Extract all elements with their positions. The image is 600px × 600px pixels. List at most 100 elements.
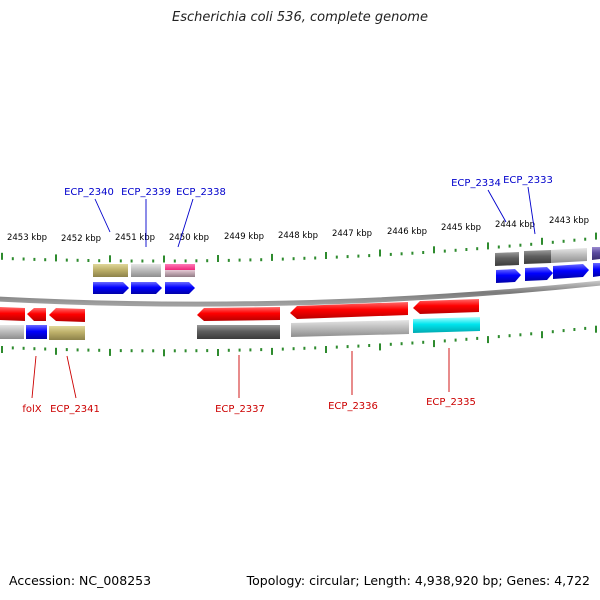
scale-tick (249, 258, 252, 262)
gene-arrow-forward (593, 263, 600, 277)
scale-tick (346, 345, 349, 349)
scale-tick (152, 259, 155, 263)
scale-tick (195, 349, 198, 353)
gene-feature-box (49, 326, 85, 340)
leader-line (66, 355, 77, 399)
scale-label: 2449 kbp (224, 232, 264, 242)
scale-tick (303, 346, 306, 350)
gene-arrow-forward (525, 267, 553, 281)
scale-tick (335, 255, 338, 259)
scale-tick (22, 346, 25, 350)
scale-tick (303, 256, 306, 260)
genome-summary-text: Topology: circular; Length: 4,938,920 bp… (246, 573, 590, 588)
scale-tick (454, 338, 457, 342)
gene-arrow-forward (496, 269, 521, 283)
gene-label-top[interactable]: ECP_2340 (64, 187, 114, 198)
leader-line (487, 189, 507, 223)
scale-tick (389, 252, 392, 256)
gene-arrow-reverse (197, 307, 280, 321)
scale-tick (584, 326, 587, 330)
scale-label: 2452 kbp (61, 234, 101, 244)
scale-tick (271, 347, 273, 355)
gene-label-bottom[interactable]: ECP_2337 (215, 404, 265, 415)
gene-label-top[interactable]: ECP_2333 (503, 175, 553, 186)
scale-tick (508, 244, 511, 248)
scale-tick (433, 340, 435, 348)
scale-tick (508, 334, 511, 338)
gene-label-bottom[interactable]: folX (22, 404, 41, 415)
gene-feature-box (165, 270, 195, 277)
accession-text: Accession: NC_008253 (9, 573, 152, 588)
scale-tick (454, 248, 457, 252)
gene-arrow-reverse (49, 308, 85, 322)
scale-tick (519, 333, 522, 337)
scale-tick (465, 248, 468, 251)
scale-tick (227, 258, 230, 262)
scale-tick (314, 346, 317, 350)
scale-tick (422, 340, 425, 344)
scale-tick (551, 330, 554, 334)
scale-tick (595, 232, 597, 240)
scale-tick (173, 349, 176, 353)
gene-label-top[interactable]: ECP_2338 (176, 187, 226, 198)
gene-arrow-reverse (290, 302, 408, 319)
gene-label-top[interactable]: ECP_2339 (121, 187, 171, 198)
gene-label-bottom[interactable]: ECP_2336 (328, 401, 378, 412)
scale-tick (271, 253, 273, 261)
scale-tick (476, 247, 479, 251)
scale-tick (497, 245, 500, 249)
scale-label: 2450 kbp (169, 233, 209, 243)
scale-tick (368, 344, 371, 347)
scale-tick (249, 348, 252, 352)
scale-tick (141, 349, 144, 353)
scale-tick (55, 347, 57, 355)
scale-tick (98, 259, 101, 263)
gene-arrow-reverse (0, 307, 25, 321)
gene-label-bottom[interactable]: ECP_2341 (50, 404, 100, 415)
scale-tick (541, 331, 543, 339)
scale-tick (595, 325, 597, 333)
gene-arrow-forward (131, 282, 162, 294)
leader-line (527, 186, 536, 235)
gene-arrow-forward (93, 282, 129, 294)
scale-tick (562, 239, 565, 243)
scale-tick (87, 259, 90, 262)
scale-tick (346, 255, 349, 259)
scale-label: 2451 kbp (115, 233, 155, 243)
scale-tick (119, 259, 122, 263)
scale-tick (292, 347, 295, 351)
scale-tick (551, 240, 554, 244)
scale-tick (33, 347, 36, 351)
scale-tick (325, 346, 327, 353)
scale-tick (217, 349, 219, 356)
scale-tick (379, 343, 381, 351)
scale-tick (422, 251, 425, 254)
scale-tick (130, 259, 133, 263)
map-title: Escherichia coli 536, complete genome (172, 10, 428, 25)
leader-line (31, 355, 37, 399)
scale-label: 2453 kbp (7, 233, 47, 243)
gene-label-bottom[interactable]: ECP_2335 (426, 397, 476, 408)
scale-tick (400, 342, 403, 346)
scale-tick (184, 349, 187, 353)
scale-tick (55, 254, 57, 262)
gene-feature-box (551, 248, 587, 263)
scale-tick (11, 257, 14, 261)
scale-tick (206, 259, 209, 263)
scale-tick (411, 341, 414, 345)
scale-tick (76, 258, 79, 262)
gene-label-top[interactable]: ECP_2334 (451, 178, 501, 189)
scale-tick (119, 349, 122, 353)
scale-tick (443, 339, 446, 343)
scale-tick (76, 348, 79, 352)
scale-tick (163, 349, 165, 357)
gene-feature-box (592, 247, 600, 260)
scale-tick (443, 249, 446, 253)
scale-label: 2444 kbp (495, 220, 535, 230)
scale-tick (33, 257, 36, 261)
gene-feature-box (413, 317, 480, 333)
scale-tick (519, 243, 522, 247)
gene-arrow-forward (165, 282, 195, 294)
scale-tick (573, 238, 576, 242)
